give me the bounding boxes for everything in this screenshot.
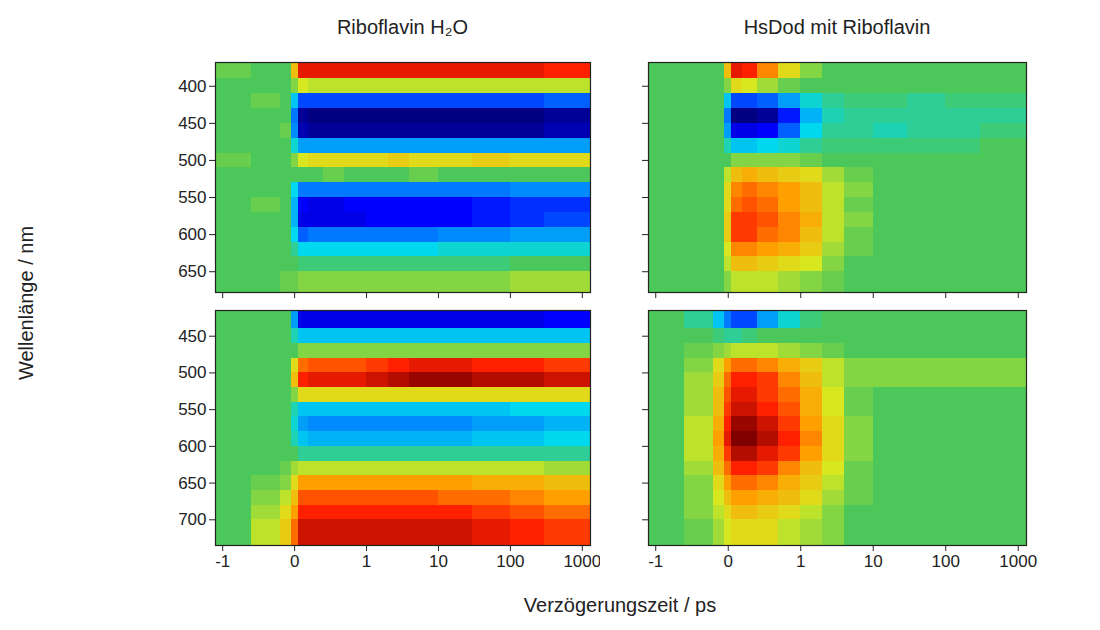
svg-text:0: 0 [724, 552, 733, 571]
svg-text:600: 600 [178, 437, 206, 456]
svg-text:1000: 1000 [999, 552, 1037, 571]
svg-text:100: 100 [496, 552, 524, 571]
svg-text:500: 500 [178, 151, 206, 170]
svg-text:700: 700 [178, 510, 206, 529]
svg-text:600: 600 [178, 225, 206, 244]
svg-text:450: 450 [178, 114, 206, 133]
svg-text:1: 1 [362, 552, 371, 571]
html-text:Verzögerungszeit / ps: Verzögerungszeit / ps [523, 594, 717, 616]
svg-text:10: 10 [864, 552, 883, 571]
svg-text:0: 0 [290, 552, 299, 571]
svg-text:550: 550 [178, 400, 206, 419]
html-text:HsDod mit Riboflavin: HsDod mit Riboflavin [743, 16, 931, 38]
html-text:Riboflavin H₂O: Riboflavin H₂O [336, 16, 469, 38]
svg-text:450: 450 [178, 327, 206, 346]
svg-text:650: 650 [178, 474, 206, 493]
svg-text:10: 10 [429, 552, 448, 571]
svg-text:400: 400 [178, 77, 206, 96]
svg-text:-1: -1 [648, 552, 663, 571]
svg-text:550: 550 [178, 188, 206, 207]
html-text:Wellenlänge / nm: Wellenlänge / nm [14, 225, 37, 381]
svg-text:1: 1 [796, 552, 805, 571]
svg-text:500: 500 [178, 363, 206, 382]
svg-text:1000: 1000 [563, 552, 600, 571]
svg-text:650: 650 [178, 262, 206, 281]
svg-text:-1: -1 [215, 552, 230, 571]
svg-text:100: 100 [932, 552, 960, 571]
